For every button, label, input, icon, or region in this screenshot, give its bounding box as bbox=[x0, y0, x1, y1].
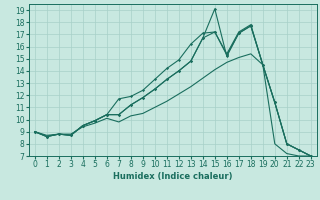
X-axis label: Humidex (Indice chaleur): Humidex (Indice chaleur) bbox=[113, 172, 233, 181]
